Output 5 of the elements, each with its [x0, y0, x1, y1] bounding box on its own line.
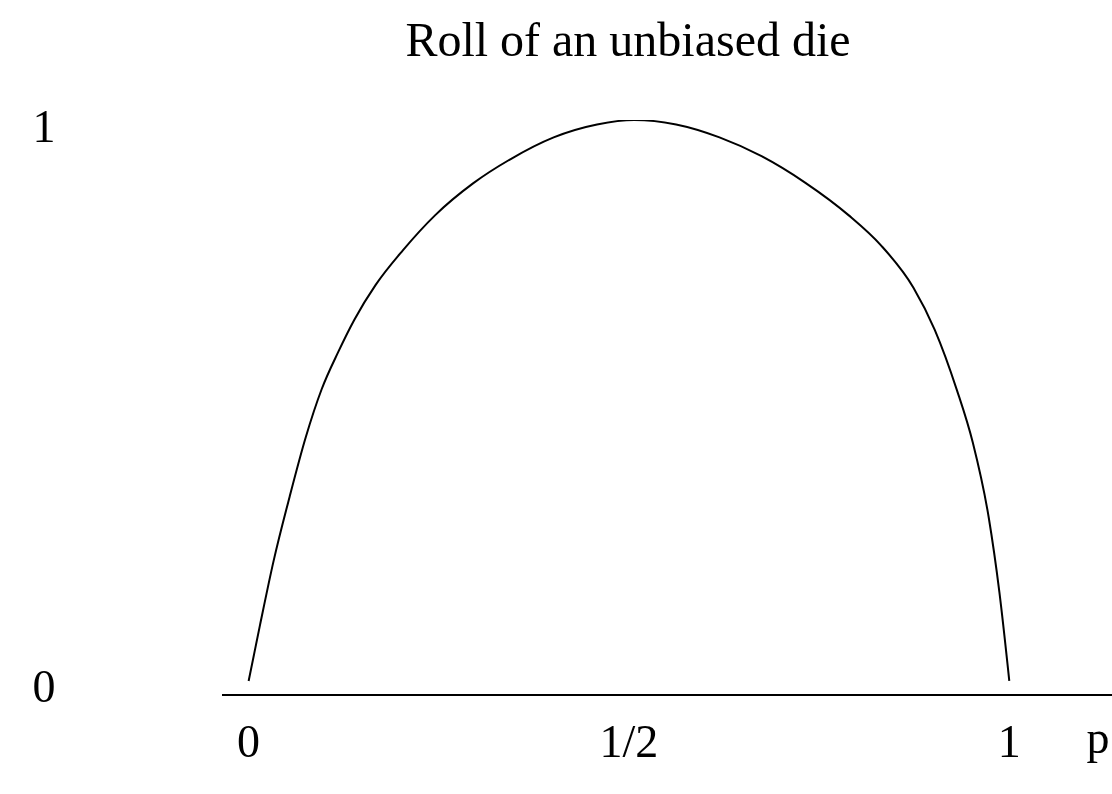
- chart-title: Roll of an unbiased die: [404, 12, 852, 68]
- x-tick-label: 1: [997, 715, 1021, 767]
- x-axis-title: p: [1086, 711, 1110, 763]
- x-tick-label: 1/2: [599, 715, 659, 767]
- x-tick-label: 0: [237, 715, 261, 767]
